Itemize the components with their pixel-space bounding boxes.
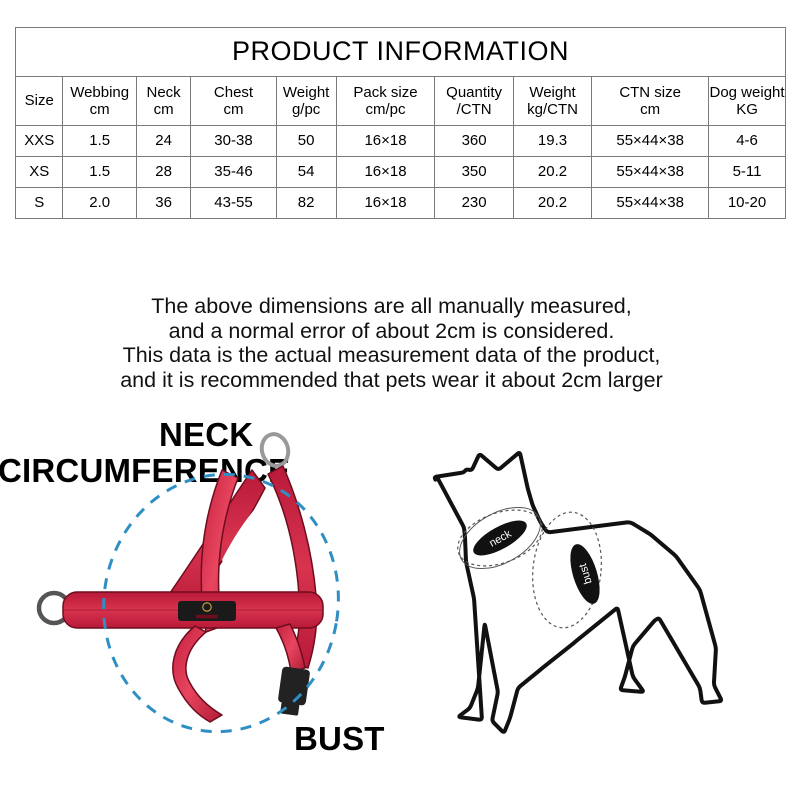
svg-text:xxxxxxxxx: xxxxxxxxx <box>197 614 218 619</box>
